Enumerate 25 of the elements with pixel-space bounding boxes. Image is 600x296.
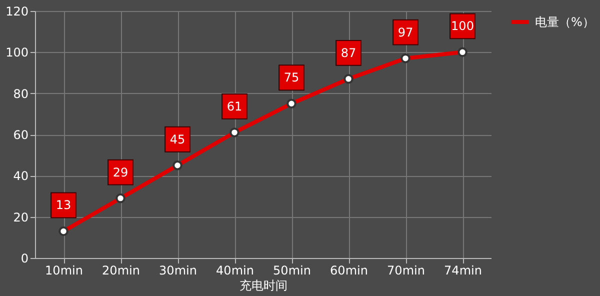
y-tick-label: 120: [6, 4, 28, 18]
y-tick-label: 80: [13, 86, 28, 101]
x-tick-label: 70min: [387, 264, 425, 278]
data-label: 75: [284, 70, 300, 85]
y-tick-label: 100: [6, 46, 28, 60]
x-tick-label: 30min: [159, 264, 197, 278]
y-tick-label: 0: [20, 252, 28, 266]
data-label: 61: [226, 99, 242, 114]
data-label: 29: [112, 165, 128, 180]
data-label: 87: [340, 46, 356, 60]
x-tick-label: 74min: [444, 264, 482, 278]
y-tick-label: 60: [13, 128, 28, 142]
data-label: 97: [398, 25, 414, 40]
legend-label: 电量（%）: [535, 15, 594, 29]
x-tick-label: 20min: [102, 264, 140, 278]
data-label: 100: [451, 19, 474, 34]
data-label: 13: [56, 198, 72, 212]
x-tick-label: 40min: [216, 264, 254, 278]
x-tick-label: 60min: [330, 264, 368, 278]
x-tick-label: 10min: [45, 264, 83, 278]
data-label: 45: [170, 132, 186, 146]
y-tick-label: 20: [13, 210, 28, 224]
y-tick-label: 40: [13, 169, 28, 184]
x-axis-title: 充电时间: [240, 278, 288, 292]
x-tick-label: 50min: [273, 264, 311, 278]
